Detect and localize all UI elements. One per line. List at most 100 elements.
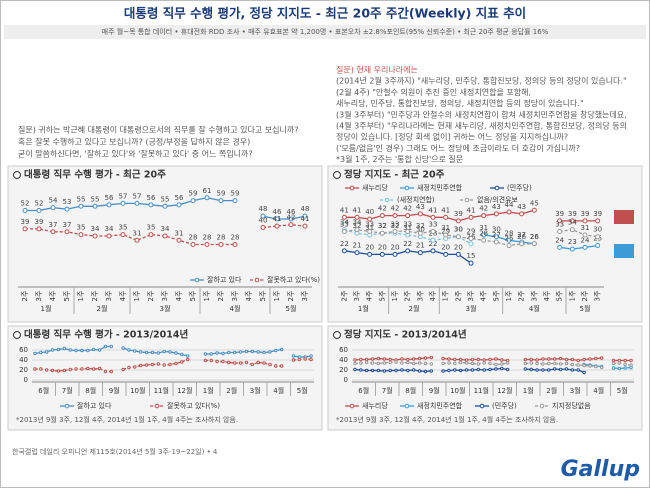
point	[576, 363, 580, 367]
data-label: 31	[133, 229, 142, 237]
point	[468, 214, 474, 220]
point	[185, 357, 190, 362]
x-tick-label: 1주	[273, 290, 281, 301]
x-group-label: 3월	[160, 304, 171, 313]
point	[50, 368, 55, 373]
data-label: 34	[161, 225, 170, 233]
point	[595, 218, 601, 224]
data-label: 27	[492, 231, 501, 239]
data-label: 39	[35, 218, 44, 226]
point	[244, 360, 249, 365]
x-group-label: 12월	[497, 386, 512, 395]
point	[576, 368, 580, 372]
point	[274, 348, 278, 353]
data-label: 26	[530, 233, 539, 241]
x-tick-label: 4주	[480, 290, 488, 301]
data-label: 40	[259, 217, 268, 225]
data-label: 40	[365, 208, 374, 216]
x-tick-label: 2주	[91, 290, 99, 301]
panel	[327, 165, 643, 323]
point	[405, 228, 411, 234]
series-line	[354, 356, 632, 362]
point	[617, 361, 622, 365]
x-tick-label: 2주	[454, 290, 462, 301]
point	[564, 361, 569, 366]
point	[185, 354, 190, 358]
x-group-label: 6월	[38, 386, 49, 395]
data-label: 28	[479, 229, 488, 237]
point	[447, 357, 451, 361]
point	[209, 358, 213, 363]
point	[400, 368, 404, 372]
point	[494, 357, 498, 361]
point	[274, 216, 280, 222]
data-label: 34	[105, 225, 114, 233]
x-tick-label: 2주	[404, 290, 412, 301]
point	[62, 346, 67, 351]
point	[354, 214, 360, 220]
point	[623, 358, 627, 363]
x-group-label: 2월	[97, 304, 108, 313]
point	[162, 349, 166, 354]
point	[64, 229, 70, 235]
point	[623, 366, 627, 370]
subtitle-band	[4, 25, 646, 39]
point	[588, 364, 592, 368]
point	[417, 230, 423, 236]
legend-marker	[494, 185, 500, 191]
point	[74, 348, 78, 353]
point	[256, 350, 260, 354]
point	[180, 360, 184, 364]
point	[458, 368, 463, 373]
point	[168, 362, 172, 367]
point	[279, 364, 284, 368]
point	[353, 361, 357, 366]
data-label: 37	[49, 221, 58, 229]
point	[392, 213, 398, 219]
point	[529, 367, 533, 372]
point	[134, 237, 140, 243]
party-logo	[614, 210, 634, 224]
x-group-label: 12월	[177, 386, 192, 395]
title-icon	[333, 171, 341, 179]
point	[56, 369, 61, 373]
x-tick-label: 5주	[63, 290, 71, 301]
data-label: 39	[454, 210, 463, 218]
data-label: 30	[454, 226, 463, 234]
data-label: 41	[441, 206, 450, 214]
data-label: 32	[353, 222, 362, 230]
data-label: 41	[340, 206, 349, 214]
x-group-label: 5월	[580, 304, 591, 313]
point	[464, 358, 469, 362]
data-label: 34	[353, 219, 362, 227]
data-label: 31	[441, 224, 450, 232]
x-tick-label: 3주	[530, 290, 538, 301]
data-label: 39	[21, 218, 30, 226]
brand: Gallup	[561, 457, 640, 482]
series-line	[354, 361, 632, 369]
point	[36, 208, 42, 213]
x-tick-label: 4주	[429, 290, 437, 301]
data-label: 28	[231, 234, 240, 242]
point	[370, 357, 375, 361]
data-label: 33	[403, 220, 412, 228]
point	[529, 361, 533, 365]
point	[406, 360, 410, 365]
question-line: 굳이 말씀하신다면, '잘하고 있다'와 '잘못하고 있다' 중 어느 쪽입니까…	[18, 149, 253, 159]
point	[376, 368, 381, 373]
point	[80, 367, 84, 371]
point	[488, 361, 492, 366]
point	[392, 228, 398, 234]
y-tick-label: 40	[19, 356, 28, 364]
legend-marker	[539, 403, 545, 409]
point	[535, 358, 539, 362]
point	[500, 362, 504, 366]
question-line: *3월 1주, 2주는 '통합 신당'으로 질문	[336, 154, 463, 164]
point	[268, 350, 272, 354]
data-label: 35	[77, 224, 86, 232]
point	[274, 223, 280, 229]
data-label: 22	[429, 240, 438, 248]
point	[109, 344, 114, 349]
point	[400, 361, 404, 365]
data-label: 34	[340, 219, 349, 227]
